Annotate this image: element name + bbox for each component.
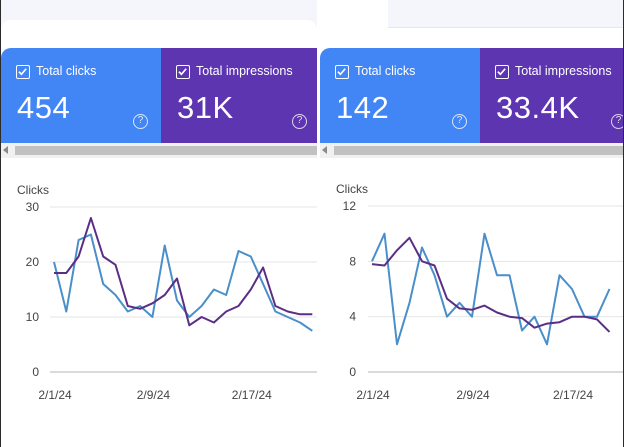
scroll-left-icon[interactable]	[322, 146, 327, 154]
y-tick-label: 30	[26, 200, 40, 214]
impressions-series-line	[371, 236, 611, 333]
help-icon[interactable]: ?	[133, 114, 148, 129]
clicks-series-line	[53, 233, 313, 332]
clicks-series-line	[371, 232, 611, 346]
scroll-left-icon[interactable]	[3, 146, 8, 154]
y-axis-title: Clicks	[17, 183, 49, 197]
total-impressions-value: 31K	[177, 90, 234, 125]
total-clicks-label: Total clicks	[355, 64, 416, 78]
total-impressions-label: Total impressions	[196, 64, 293, 78]
x-tick-label: 2/17/24	[553, 388, 593, 402]
y-tick-label: 0	[349, 365, 356, 379]
x-tick-label: 2/9/24	[456, 388, 490, 402]
help-icon[interactable]: ?	[611, 114, 623, 129]
clicks-line-chart: Clicks 0 10 20 30 2/1/24 2/9/24 2/17/24	[17, 183, 317, 402]
total-clicks-value: 454	[17, 90, 71, 125]
clicks-line-chart: Clicks 0 4 8 12 2/1/24 2/9/24 2/17/24	[336, 182, 623, 402]
x-tick-label: 2/9/24	[137, 388, 171, 402]
checkbox-checked-icon[interactable]	[16, 65, 30, 79]
total-impressions-card[interactable]: Total impressions 33.4K ?	[480, 48, 623, 143]
horizontal-scrollbar[interactable]	[1, 143, 317, 158]
y-tick-label: 10	[26, 310, 40, 324]
performance-panel-left: Total clicks 454 ? Total impressions 31K…	[1, 0, 317, 447]
checkbox-checked-icon[interactable]	[335, 65, 349, 79]
y-tick-label: 12	[343, 199, 357, 213]
y-axis-title: Clicks	[336, 182, 368, 196]
help-icon[interactable]: ?	[452, 114, 467, 129]
scroll-thumb[interactable]	[15, 146, 317, 155]
checkbox-checked-icon[interactable]	[495, 65, 509, 79]
image-divider	[317, 0, 320, 447]
x-tick-label: 2/1/24	[356, 388, 390, 402]
total-clicks-value: 142	[336, 90, 390, 125]
total-clicks-label: Total clicks	[36, 64, 97, 78]
total-impressions-label: Total impressions	[515, 64, 612, 78]
x-tick-label: 2/1/24	[38, 388, 72, 402]
x-tick-label: 2/17/24	[232, 388, 272, 402]
performance-panel-right: Total clicks 142 ? Total impressions 33.…	[320, 0, 623, 447]
y-tick-label: 8	[349, 254, 356, 268]
top-bar	[1, 0, 317, 48]
top-bar	[320, 0, 623, 48]
total-clicks-card[interactable]: Total clicks 454 ?	[1, 48, 161, 143]
total-clicks-card[interactable]: Total clicks 142 ?	[320, 48, 480, 143]
y-tick-label: 0	[32, 365, 39, 379]
checkbox-checked-icon[interactable]	[176, 65, 190, 79]
y-tick-label: 20	[26, 255, 40, 269]
total-impressions-card[interactable]: Total impressions 31K ?	[161, 48, 317, 143]
impressions-series-line	[54, 217, 313, 327]
scroll-thumb[interactable]	[334, 146, 623, 155]
horizontal-scrollbar[interactable]	[320, 143, 623, 158]
y-tick-label: 4	[349, 310, 356, 324]
help-icon[interactable]: ?	[292, 114, 307, 129]
total-impressions-value: 33.4K	[496, 90, 580, 125]
